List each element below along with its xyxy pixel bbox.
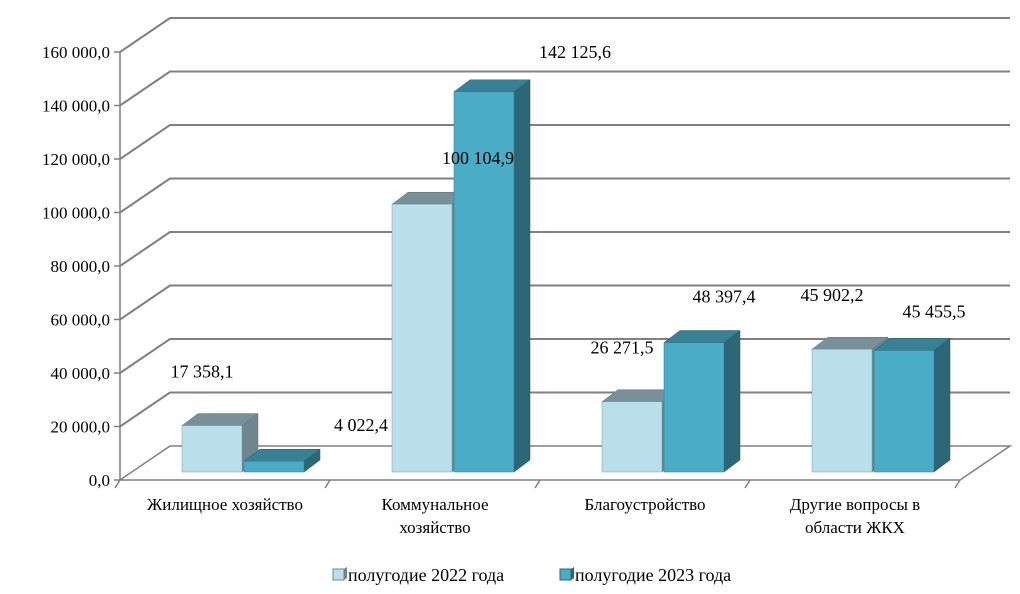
bar-2-1 [663,330,741,473]
x-tick-mark [324,479,331,489]
x-tick-mark [114,479,121,489]
data-labels: 17 358,1 100 104,9 26 271,5 45 902,2 4 022,4… [171,42,966,435]
y-tick-label: 0,0 [89,471,110,490]
legend-item: полугодие 2023 года [559,565,731,585]
data-label: 4 022,4 [334,415,388,435]
x-tick-label: Благоустройство [584,495,705,514]
y-tick-label: 40 000,0 [51,364,111,383]
y-tick-label: 100 000,0 [42,204,110,223]
x-tick-label: Жилищное хозяйство [147,495,303,514]
gridline [119,17,1010,53]
y-tick-label: 140 000,0 [42,97,110,116]
chart-floor [117,445,1013,481]
gridline [119,284,1010,321]
x-tick-label: Другие вопросы в области ЖКХ [790,495,920,537]
legend-swatch [559,568,572,581]
gridline [119,231,1010,267]
data-label: 142 125,6 [539,42,611,62]
data-label: 48 397,4 [693,287,756,307]
legend-label: полугодие 2023 года [575,565,731,585]
bar-0-0 [181,413,259,473]
y-tick-label: 80 000,0 [51,257,111,276]
data-label: 17 358,1 [171,362,234,382]
y-tick-label: 120 000,0 [42,150,110,169]
bars [181,79,951,473]
gridline [119,177,1010,214]
data-label: 26 271,5 [591,338,654,358]
legend: полугодие 2022 года полугодие 2023 года [332,565,731,585]
y-tick-label: 60 000,0 [51,311,111,330]
bar-1-1 [453,79,531,473]
data-label: 45 902,2 [801,285,864,305]
legend-swatch [332,568,345,581]
category-labels: Жилищное хозяйство Коммунальное хозяйство Б… [147,495,920,537]
gridline [119,70,1010,107]
bar-3-1 [873,337,951,473]
legend-label: полугодие 2022 года [348,565,504,585]
y-tick-label: 160 000,0 [42,43,110,62]
gridline [119,124,1010,160]
x-tick-mark [954,479,961,489]
data-label: 100 104,9 [442,148,514,168]
data-label: 45 455,5 [903,301,966,321]
x-tick-label: Коммунальное хозяйство [381,495,488,537]
x-tick-mark [744,479,751,489]
bar-0-1 [243,448,321,473]
y-axis-tick-labels: 0,0 20 000,0 40 000,0 60 000,0 80 000,0 100 0… [42,43,110,490]
y-tick-label: 20 000,0 [51,418,111,437]
x-tick-mark [534,479,541,489]
legend-item: полугодие 2022 года [332,565,504,585]
